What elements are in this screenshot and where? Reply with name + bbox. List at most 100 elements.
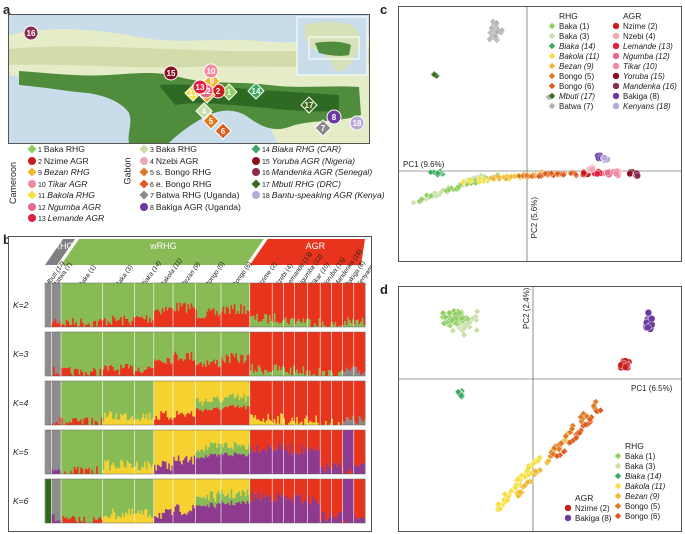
- ancestry-bar: [307, 479, 310, 497]
- ancestry-bar: [304, 332, 307, 376]
- ancestry-bar: [345, 430, 348, 474]
- ancestry-bar: [275, 283, 278, 323]
- ancestry-bar: [297, 332, 300, 374]
- map-point-label: 9: [210, 77, 215, 86]
- ancestry-bar: [285, 372, 287, 376]
- ancestry-bar: [310, 447, 313, 474]
- pca-d-rhg-legend-item: Biaka (14): [614, 472, 662, 481]
- ancestry-bar: [232, 456, 235, 474]
- legend-item-number: 12: [38, 204, 48, 212]
- ancestry-bar: [251, 364, 254, 376]
- map-point-4: 4: [195, 102, 213, 120]
- ancestry-bar: [288, 324, 291, 327]
- ancestry-bar: [184, 381, 187, 417]
- ancestry-bar: [259, 430, 262, 453]
- ancestry-bar: [161, 283, 164, 309]
- ancestry-bar: [150, 381, 153, 420]
- map-point-7: 7: [314, 119, 332, 137]
- ancestry-bar: [313, 450, 316, 474]
- ancestry-bar: [291, 502, 294, 523]
- ancestry-bar: [59, 519, 62, 523]
- ancestry-bar: [304, 322, 307, 327]
- ancestry-bar: [83, 283, 86, 327]
- ancestry-bar: [222, 479, 225, 494]
- ancestry-bar: [94, 479, 97, 520]
- ancestry-bar: [336, 466, 339, 474]
- pca-c-rhg-legend-label: Baka (1): [559, 22, 590, 31]
- ancestry-bar: [229, 332, 231, 364]
- ancestry-bar: [165, 461, 167, 474]
- ancestry-bar: [355, 430, 358, 467]
- ancestry-bar: [56, 470, 59, 474]
- ancestry-bar: [134, 419, 137, 425]
- ancestry-bar: [309, 451, 311, 474]
- ancestry-bar: [291, 479, 294, 503]
- ancestry-bar: [117, 369, 119, 376]
- legend-item-2: 2 Nzime AGR: [28, 156, 89, 168]
- ancestry-bar: [72, 317, 75, 327]
- diamond-marker-icon: [548, 52, 556, 60]
- ancestry-bar: [254, 370, 257, 376]
- ancestry-bar: [184, 332, 187, 360]
- ancestry-bar: [96, 430, 99, 467]
- ancestry-bar: [248, 444, 251, 454]
- ancestry-bar: [233, 283, 236, 304]
- ancestry-bar: [195, 430, 198, 453]
- ancestry-bar: [118, 468, 121, 474]
- ancestry-bar: [51, 423, 54, 425]
- map-point-label: 16: [27, 29, 36, 38]
- ancestry-bar: [117, 420, 119, 425]
- ancestry-bar: [291, 317, 294, 327]
- diamond-marker-icon: [251, 144, 261, 154]
- ancestry-bar: [133, 467, 135, 474]
- ancestry-bar: [139, 430, 142, 471]
- ancestry-bar: [136, 370, 139, 376]
- ancestry-bar: [166, 381, 169, 418]
- ancestry-bar: [153, 310, 156, 327]
- ancestry-bar: [301, 374, 303, 376]
- ancestry-bar: [213, 506, 215, 523]
- ancestry-bar: [233, 441, 236, 453]
- ancestry-bar: [333, 283, 335, 326]
- pca-point: [514, 475, 522, 483]
- ancestry-bar: [93, 321, 95, 327]
- ancestry-bar: [251, 316, 254, 327]
- pca-point: [560, 171, 567, 179]
- ancestry-bar: [181, 514, 183, 523]
- ancestry-bar: [310, 430, 313, 448]
- ancestry-bar: [243, 283, 246, 306]
- ancestry-bar: [77, 381, 79, 422]
- ancestry-bar: [337, 332, 340, 373]
- ancestry-bar: [177, 332, 180, 361]
- ancestry-bar: [305, 381, 308, 416]
- ancestry-bar: [344, 421, 347, 425]
- pca-point: [562, 432, 570, 440]
- ancestry-bar: [305, 451, 308, 474]
- ancestry-bar: [70, 332, 73, 374]
- pca-point: [588, 165, 596, 173]
- ancestry-bar: [115, 321, 118, 327]
- ancestry-bar: [328, 479, 331, 518]
- ancestry-bar: [93, 516, 95, 523]
- ancestry-bar: [353, 465, 356, 474]
- ancestry-bar: [157, 360, 159, 376]
- ancestry-bar: [353, 514, 356, 523]
- ancestry-bar: [357, 424, 359, 425]
- map-point-label: 7: [321, 124, 326, 133]
- ancestry-bar: [144, 509, 147, 523]
- ancestry-bar: [208, 381, 211, 402]
- ancestry-bar: [174, 332, 177, 352]
- ancestry-bar: [110, 324, 113, 327]
- ancestry-bar: [161, 332, 164, 363]
- ancestry-bar: [342, 468, 345, 474]
- ancestry-bar: [134, 283, 137, 318]
- ancestry-bar: [171, 381, 174, 421]
- pca-point: [525, 464, 533, 472]
- ancestry-bar: [153, 479, 156, 517]
- ancestry-bar: [209, 453, 212, 474]
- ancestry-bar: [81, 371, 84, 376]
- ancestry-bar: [118, 516, 121, 523]
- ancestry-bar: [273, 430, 276, 451]
- ancestry-bar: [320, 466, 323, 474]
